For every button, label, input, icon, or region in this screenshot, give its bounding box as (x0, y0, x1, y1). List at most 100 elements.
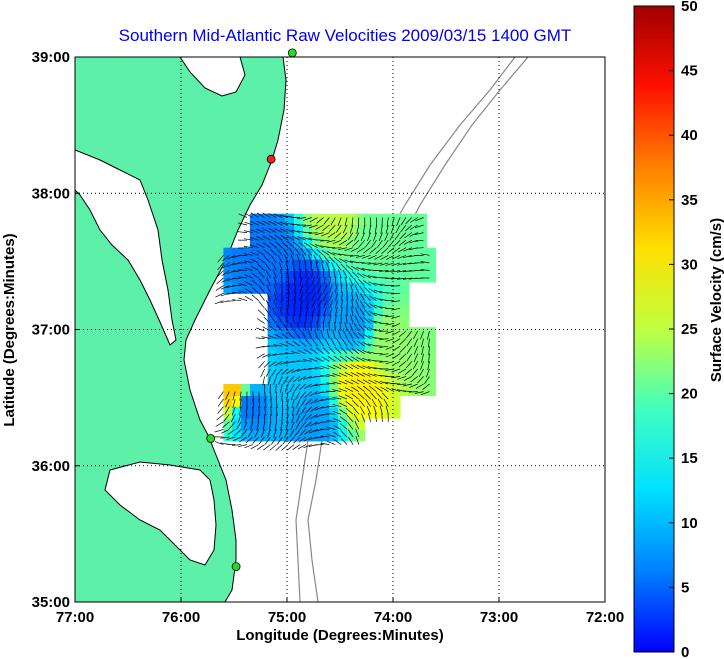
y-tick-label: 36:00 (32, 458, 70, 475)
velocity-vector (238, 222, 248, 226)
velocity-cell (382, 406, 392, 419)
velocity-cell (408, 384, 419, 396)
velocity-cell (347, 395, 357, 408)
velocity-cell (285, 281, 295, 294)
velocity-vector (322, 224, 330, 231)
velocity-cell (355, 418, 366, 431)
velocity-cell (373, 384, 383, 396)
radar-station-marker[interactable] (206, 434, 216, 443)
velocity-vector (332, 381, 342, 385)
velocity-vector (296, 398, 301, 408)
velocity-vector (266, 284, 271, 294)
velocity-vector (264, 406, 267, 416)
velocity-cell (267, 259, 277, 272)
velocity-vector (258, 361, 265, 369)
velocity-vector (397, 247, 407, 253)
velocity-cell (373, 361, 383, 374)
velocity-cell (355, 247, 366, 260)
velocity-vector (333, 424, 342, 430)
velocity-vector (239, 391, 242, 401)
velocity-cell (400, 304, 410, 317)
velocity-vector (339, 258, 348, 264)
velocity-vector (406, 338, 413, 347)
velocity-cell (311, 315, 322, 328)
velocity-vector (326, 405, 336, 408)
velocity-vector (351, 217, 354, 227)
velocity-cell (302, 213, 313, 226)
velocity-vector (347, 421, 354, 430)
velocity-cell (391, 372, 401, 385)
velocity-vector (293, 241, 301, 248)
velocity-vector (305, 284, 310, 294)
velocity-vector (274, 284, 277, 294)
velocity-vector (347, 270, 354, 279)
velocity-vector (385, 270, 395, 273)
velocity-vector (379, 262, 389, 266)
velocity-vector (368, 288, 377, 294)
velocity-vector (273, 429, 277, 439)
velocity-vector (298, 241, 307, 248)
velocity-vector (355, 254, 365, 258)
velocity-vector (345, 401, 354, 407)
velocity-vector (277, 254, 283, 264)
radar-station-marker[interactable] (231, 562, 241, 571)
velocity-vector (305, 248, 312, 256)
velocity-cell (294, 281, 304, 294)
velocity-vector (262, 326, 271, 332)
velocity-vector (258, 399, 261, 409)
velocity-vector (378, 232, 383, 242)
velocity-vector (238, 444, 248, 448)
velocity-vector (366, 405, 371, 415)
velocity-vector (367, 232, 371, 242)
velocity-vector (269, 325, 277, 332)
velocity-vector (225, 398, 230, 408)
velocity-vector (216, 277, 224, 285)
velocity-vector (334, 292, 339, 301)
map-plot-area[interactable] (74, 48, 606, 603)
x-tick-label: 77:00 (56, 609, 94, 626)
velocity-vector (355, 435, 360, 445)
velocity-cell (276, 281, 286, 294)
velocity-vector (354, 284, 360, 294)
velocity-cell (223, 259, 233, 272)
velocity-vector (326, 390, 336, 392)
velocity-vector (363, 286, 371, 294)
velocity-vector (286, 306, 289, 316)
velocity-vector (362, 379, 371, 385)
velocity-vector (302, 224, 312, 227)
velocity-vector (294, 247, 301, 256)
velocity-vector (335, 262, 342, 271)
velocity-vector (296, 217, 306, 220)
velocity-vector (298, 339, 307, 347)
velocity-cell (329, 281, 339, 294)
velocity-vector (344, 247, 354, 252)
velocity-vector (293, 299, 296, 309)
velocity-vector (351, 348, 360, 354)
velocity-vector (415, 383, 424, 389)
velocity-cell (223, 384, 233, 396)
velocity-vector (265, 368, 271, 377)
velocity-vector (392, 338, 401, 344)
velocity-vector (333, 269, 336, 279)
velocity-vector (294, 331, 301, 339)
velocity-cell (320, 372, 330, 385)
velocity-cell (232, 384, 242, 396)
velocity-vector (332, 252, 342, 256)
radar-station-marker[interactable] (266, 154, 276, 164)
radar-station-marker[interactable] (287, 48, 297, 58)
velocity-vector (362, 273, 371, 279)
velocity-cell (347, 406, 357, 419)
velocity-vector (232, 262, 242, 266)
velocity-vector (280, 299, 283, 309)
velocity-vector (391, 270, 401, 273)
y-tick-label: 39:00 (32, 49, 70, 66)
velocity-vector (224, 406, 230, 415)
velocity-vector (262, 421, 265, 431)
velocity-vector (279, 383, 283, 393)
velocity-vector (222, 421, 230, 428)
velocity-cell (338, 270, 348, 283)
velocity-vector (352, 339, 360, 347)
velocity-cell (400, 259, 410, 272)
velocity-cell (355, 349, 366, 362)
velocity-vector (278, 429, 283, 438)
